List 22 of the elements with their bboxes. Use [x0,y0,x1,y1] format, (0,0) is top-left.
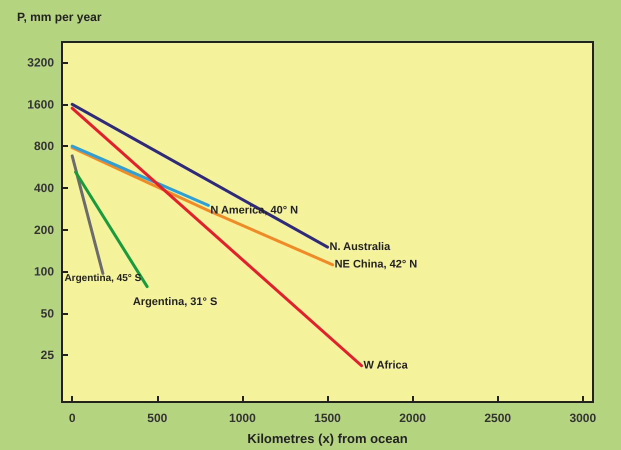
series-label: NE China, 42° N [334,258,418,271]
y-tick-label: 200 [34,222,54,237]
y-axis-title: P, mm per year [17,10,102,24]
y-tick-label: 800 [34,139,54,154]
x-tick-label: 1500 [314,411,342,425]
y-tick-label: 100 [34,264,54,279]
series-label: Argentina, 31° S [132,296,218,308]
y-tick-label: 1600 [27,97,54,112]
y-tick-label: 400 [34,180,54,195]
series-label: W Africa [364,360,409,372]
x-tick-label: 1000 [229,411,256,425]
x-axis-title: Kilometres (x) from ocean [247,431,408,446]
series-label: N. Australia [330,241,392,254]
x-tick-label: 500 [147,411,168,425]
x-tick-label: 3000 [569,411,596,425]
x-tick-label: 0 [68,411,76,425]
y-tick-label: 3200 [27,56,54,70]
x-tick-label: 2500 [484,411,512,425]
x-tick-label: 2000 [399,411,426,425]
y-tick-label: 50 [40,306,54,320]
y-tick-label: 25 [40,348,54,362]
series-label: Argentina, 45° S [64,272,142,284]
